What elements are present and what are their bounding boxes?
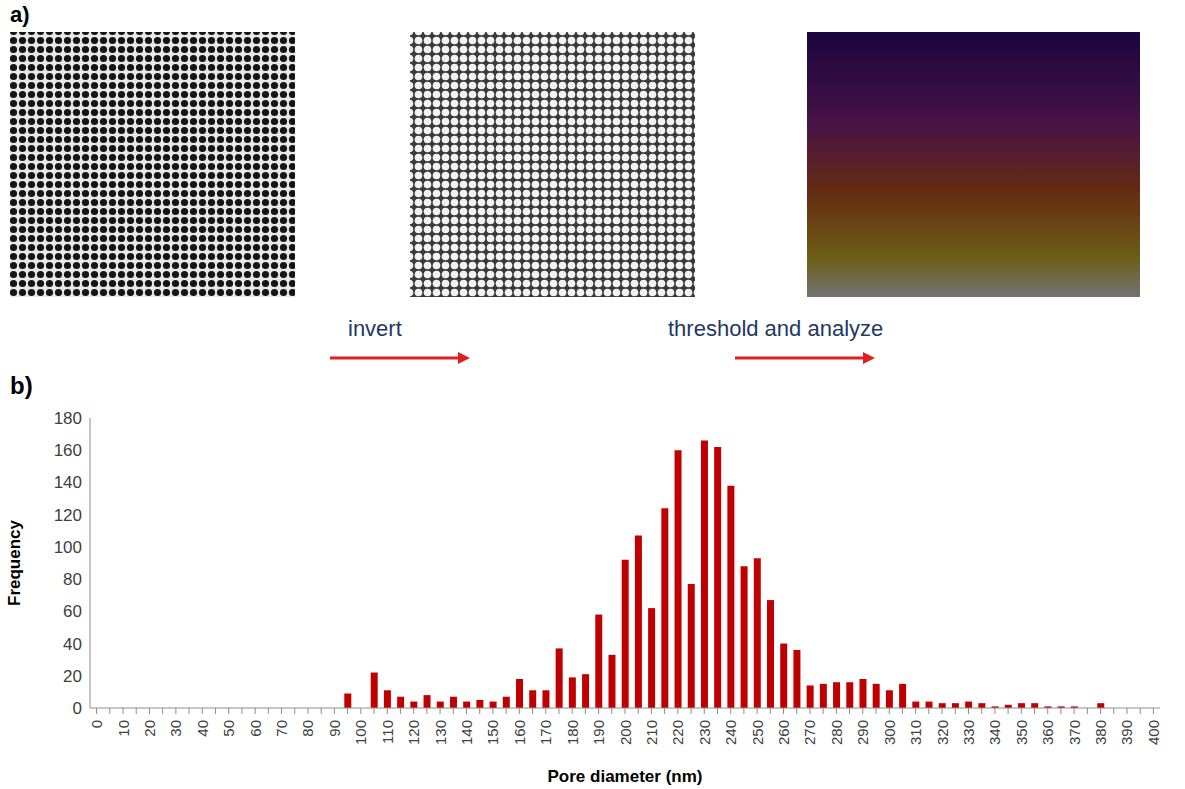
svg-text:160: 160 bbox=[54, 441, 82, 460]
svg-text:250: 250 bbox=[749, 720, 766, 745]
svg-text:240: 240 bbox=[722, 720, 739, 745]
svg-text:threshold and analyze: threshold and analyze bbox=[668, 316, 883, 341]
svg-text:30: 30 bbox=[167, 720, 184, 737]
svg-text:380: 380 bbox=[1092, 720, 1109, 745]
svg-text:230: 230 bbox=[696, 720, 713, 745]
svg-text:220: 220 bbox=[669, 720, 686, 745]
svg-text:200: 200 bbox=[617, 720, 634, 745]
svg-text:Frequency: Frequency bbox=[5, 519, 24, 606]
svg-text:390: 390 bbox=[1118, 720, 1135, 745]
svg-text:370: 370 bbox=[1066, 720, 1083, 745]
svg-text:180: 180 bbox=[54, 409, 82, 428]
svg-text:190: 190 bbox=[590, 720, 607, 745]
svg-text:40: 40 bbox=[63, 635, 82, 654]
svg-text:0: 0 bbox=[88, 720, 105, 728]
svg-text:360: 360 bbox=[1039, 720, 1056, 745]
svg-text:280: 280 bbox=[828, 720, 845, 745]
svg-text:140: 140 bbox=[54, 473, 82, 492]
svg-text:60: 60 bbox=[63, 602, 82, 621]
svg-text:160: 160 bbox=[511, 720, 528, 745]
svg-text:a): a) bbox=[10, 2, 30, 27]
svg-text:140: 140 bbox=[458, 720, 475, 745]
svg-text:150: 150 bbox=[484, 720, 501, 745]
svg-text:70: 70 bbox=[273, 720, 290, 737]
svg-text:80: 80 bbox=[63, 570, 82, 589]
svg-text:120: 120 bbox=[54, 506, 82, 525]
svg-text:10: 10 bbox=[115, 720, 132, 737]
svg-text:130: 130 bbox=[432, 720, 449, 745]
svg-text:120: 120 bbox=[405, 720, 422, 745]
svg-text:340: 340 bbox=[986, 720, 1003, 745]
svg-text:20: 20 bbox=[63, 667, 82, 686]
svg-text:170: 170 bbox=[537, 720, 554, 745]
svg-text:320: 320 bbox=[934, 720, 951, 745]
svg-text:80: 80 bbox=[299, 720, 316, 737]
svg-text:20: 20 bbox=[141, 720, 158, 737]
svg-text:b): b) bbox=[10, 372, 33, 399]
svg-text:400: 400 bbox=[1145, 720, 1162, 745]
svg-text:300: 300 bbox=[881, 720, 898, 745]
svg-text:100: 100 bbox=[352, 720, 369, 745]
svg-text:210: 210 bbox=[643, 720, 660, 745]
svg-text:350: 350 bbox=[1013, 720, 1030, 745]
svg-text:60: 60 bbox=[247, 720, 264, 737]
svg-text:110: 110 bbox=[379, 720, 396, 744]
svg-text:50: 50 bbox=[220, 720, 237, 737]
svg-text:270: 270 bbox=[801, 720, 818, 745]
svg-text:100: 100 bbox=[54, 538, 82, 557]
svg-text:90: 90 bbox=[326, 720, 343, 737]
svg-text:40: 40 bbox=[194, 720, 211, 737]
svg-text:invert: invert bbox=[348, 316, 402, 341]
svg-text:330: 330 bbox=[960, 720, 977, 745]
svg-text:310: 310 bbox=[907, 720, 924, 745]
svg-text:290: 290 bbox=[854, 720, 871, 745]
svg-text:0: 0 bbox=[73, 699, 82, 718]
svg-text:180: 180 bbox=[564, 720, 581, 745]
svg-text:Pore diameter (nm): Pore diameter (nm) bbox=[548, 767, 703, 786]
svg-text:260: 260 bbox=[775, 720, 792, 745]
